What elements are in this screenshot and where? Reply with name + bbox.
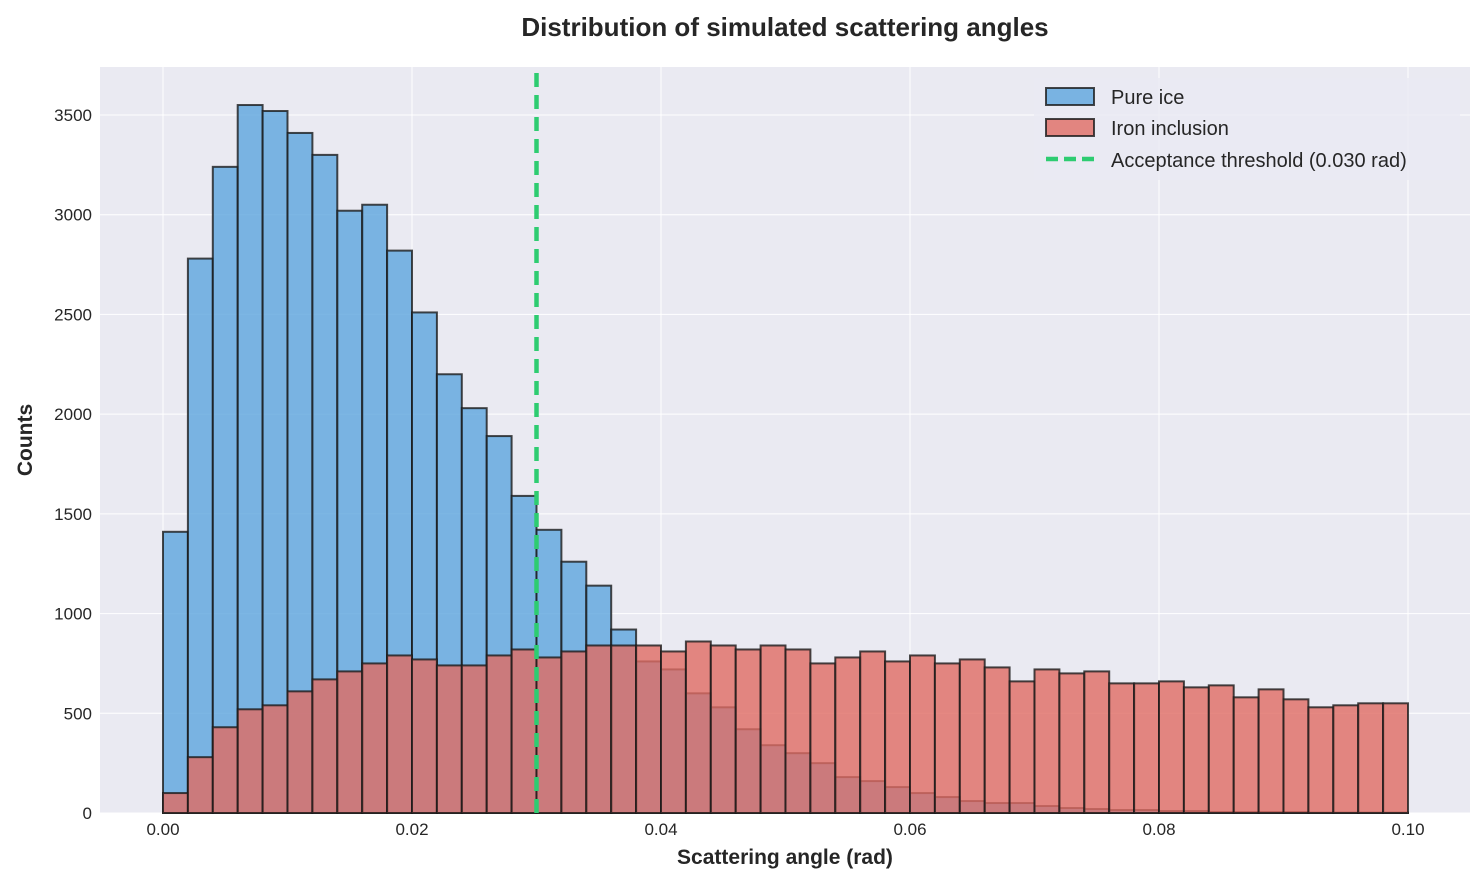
bar bbox=[211, 165, 239, 814]
bar bbox=[336, 670, 364, 814]
bar bbox=[1282, 698, 1310, 815]
bar bbox=[809, 662, 837, 815]
bar bbox=[236, 104, 264, 815]
x-tick-label: 0.06 bbox=[893, 820, 926, 839]
bar bbox=[1058, 672, 1086, 815]
x-tick-label: 0.10 bbox=[1391, 820, 1424, 839]
bar bbox=[784, 648, 812, 814]
y-tick-label: 1000 bbox=[54, 605, 92, 624]
legend-swatch-iron-inclusion bbox=[1045, 118, 1095, 137]
bar bbox=[1307, 706, 1335, 814]
bar bbox=[286, 690, 314, 814]
bar bbox=[859, 650, 887, 814]
x-tick-label: 0.04 bbox=[644, 820, 677, 839]
bar bbox=[884, 660, 911, 814]
bar bbox=[162, 530, 189, 814]
y-tick-label: 3500 bbox=[54, 106, 92, 125]
bar bbox=[1332, 704, 1360, 815]
bar bbox=[1083, 670, 1111, 814]
bar bbox=[709, 644, 737, 814]
bar bbox=[585, 644, 613, 814]
legend-label-threshold: Acceptance threshold (0.030 rad) bbox=[1111, 150, 1407, 172]
bar bbox=[411, 658, 438, 814]
bar bbox=[560, 650, 588, 814]
bar bbox=[236, 708, 264, 814]
bar bbox=[983, 666, 1011, 814]
legend-label-pure-ice: Pure ice bbox=[1111, 87, 1184, 109]
y-tick-label: 2500 bbox=[54, 305, 92, 324]
bar bbox=[162, 792, 189, 814]
bar bbox=[1158, 680, 1185, 814]
bar bbox=[684, 640, 712, 815]
legend-swatch-pure-ice bbox=[1045, 87, 1095, 106]
y-tick-label: 500 bbox=[64, 704, 92, 723]
y-tick-label: 2000 bbox=[54, 405, 92, 424]
bar bbox=[635, 644, 662, 814]
bar bbox=[186, 257, 214, 814]
bar bbox=[311, 678, 339, 815]
bar bbox=[261, 704, 289, 815]
x-tick-label: 0.00 bbox=[146, 820, 179, 839]
x-tick-label: 0.08 bbox=[1142, 820, 1175, 839]
bar bbox=[510, 648, 538, 814]
x-axis-label: Scattering angle (rad) bbox=[677, 846, 893, 869]
series-iron-inclusion bbox=[162, 640, 1409, 815]
bar bbox=[759, 644, 787, 814]
bar bbox=[1008, 680, 1036, 814]
bar bbox=[1232, 696, 1260, 814]
bar bbox=[460, 664, 488, 814]
bar bbox=[660, 650, 687, 814]
bar bbox=[211, 726, 239, 815]
ticks: 0.00 0.02 0.04 0.06 0.08 0.10 0 500 1000 1500 2000… bbox=[54, 106, 1424, 839]
bar bbox=[386, 654, 414, 814]
legend-label-iron-inclusion: Iron inclusion bbox=[1111, 118, 1229, 140]
bar bbox=[361, 662, 389, 815]
bar bbox=[1257, 688, 1285, 815]
bar bbox=[186, 756, 214, 814]
legend: Pure ice Iron inclusion Acceptance thres… bbox=[1034, 78, 1460, 180]
bar bbox=[435, 664, 463, 814]
bar bbox=[933, 662, 961, 815]
bar bbox=[485, 654, 513, 814]
bar bbox=[909, 654, 936, 814]
bar bbox=[1108, 682, 1136, 814]
bar bbox=[734, 648, 762, 814]
bar bbox=[1182, 686, 1210, 814]
bar bbox=[535, 656, 563, 815]
y-axis-label: Counts bbox=[14, 404, 37, 476]
x-tick-label: 0.02 bbox=[395, 820, 428, 839]
bar bbox=[958, 658, 986, 814]
bar bbox=[610, 644, 638, 814]
bar bbox=[1133, 682, 1160, 814]
legend-box bbox=[1034, 78, 1460, 180]
y-tick-label: 0 bbox=[83, 804, 92, 823]
bar bbox=[1033, 668, 1061, 815]
bar bbox=[1357, 702, 1385, 814]
y-tick-label: 3000 bbox=[54, 206, 92, 225]
bar bbox=[1382, 702, 1409, 814]
bars bbox=[162, 104, 1409, 815]
bar bbox=[1207, 684, 1235, 815]
chart-title: Distribution of simulated scattering ang… bbox=[521, 12, 1048, 42]
y-tick-label: 1500 bbox=[54, 505, 92, 524]
bar bbox=[834, 656, 862, 815]
